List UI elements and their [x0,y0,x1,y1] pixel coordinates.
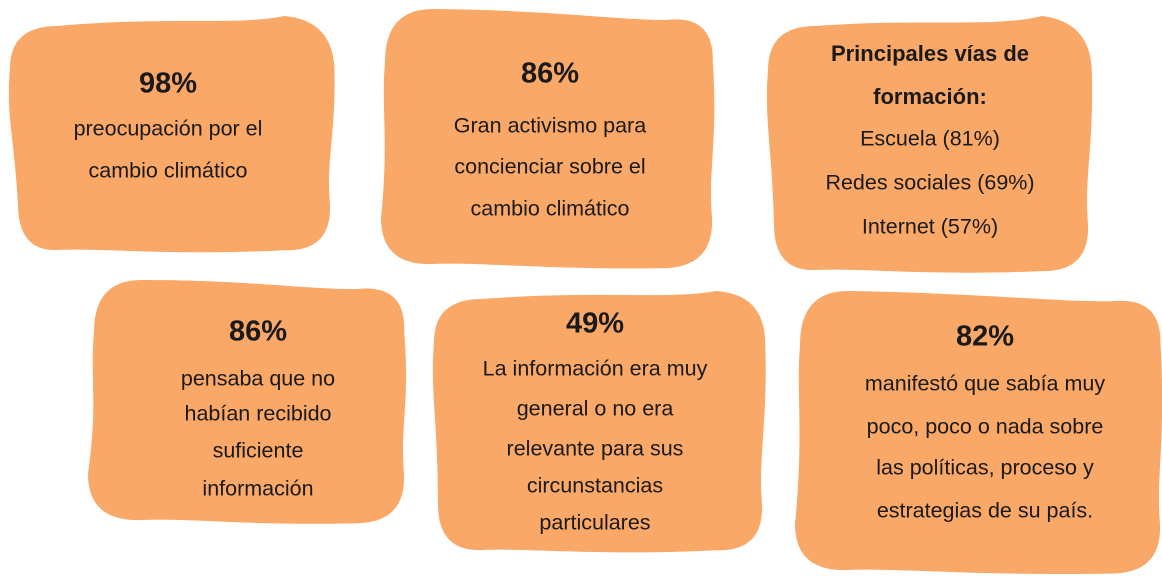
card-text: Redes sociales (69%) [825,171,1034,195]
card-text: La información era muy [483,357,708,381]
card-shape [766,16,1093,273]
card-title: 98% [139,68,197,100]
card-shape [432,291,766,553]
card-text: suficiente [213,439,304,463]
card: 98% preocupación por el cambio climático [8,16,335,253]
card-text: preocupación por el [74,117,263,141]
card-shape [8,16,335,253]
card-text: Internet (57%) [862,215,998,239]
card-title: 82% [956,321,1014,353]
card-text: cambio climático [89,159,248,183]
card-title: Principales vías de [831,41,1029,66]
card-title: 86% [229,316,287,348]
card-text: poco, poco o nada sobre [867,415,1104,439]
card-shape [88,280,407,524]
card-text: Gran activismo para [454,114,646,138]
card-title: 86% [521,58,579,90]
card-text: circunstancias [527,474,663,498]
card-text: general o no era [517,397,674,421]
card: 86% Gran activismo para concienciar sobre … [381,9,715,269]
card: 82% manifestó que sabía muy poco, poco o n… [795,291,1162,574]
card-text: las políticas, proceso y [876,456,1094,480]
card: Principales vías de formación: Escuela (81… [766,16,1093,273]
card-text: estrategias de su país. [877,499,1093,523]
card-text: información [202,477,313,501]
card: 86% pensaba que no habían recibido suficien… [88,280,407,524]
card-title: formación: [873,84,987,109]
card-text: habían recibido [184,402,331,426]
card-title: 49% [566,308,624,340]
card-text: relevante para sus [507,437,684,461]
card-text: pensaba que no [181,367,335,391]
card-shape [795,291,1162,574]
card-text: particulares [539,511,650,535]
card-shape [381,9,715,269]
card-text: cambio climático [471,197,630,221]
card-text: Escuela (81%) [860,127,1000,151]
card: 49% La información era muy general o no er… [432,291,766,553]
card-text: concienciar sobre el [454,155,645,179]
card-text: manifestó que sabía muy [865,372,1105,396]
